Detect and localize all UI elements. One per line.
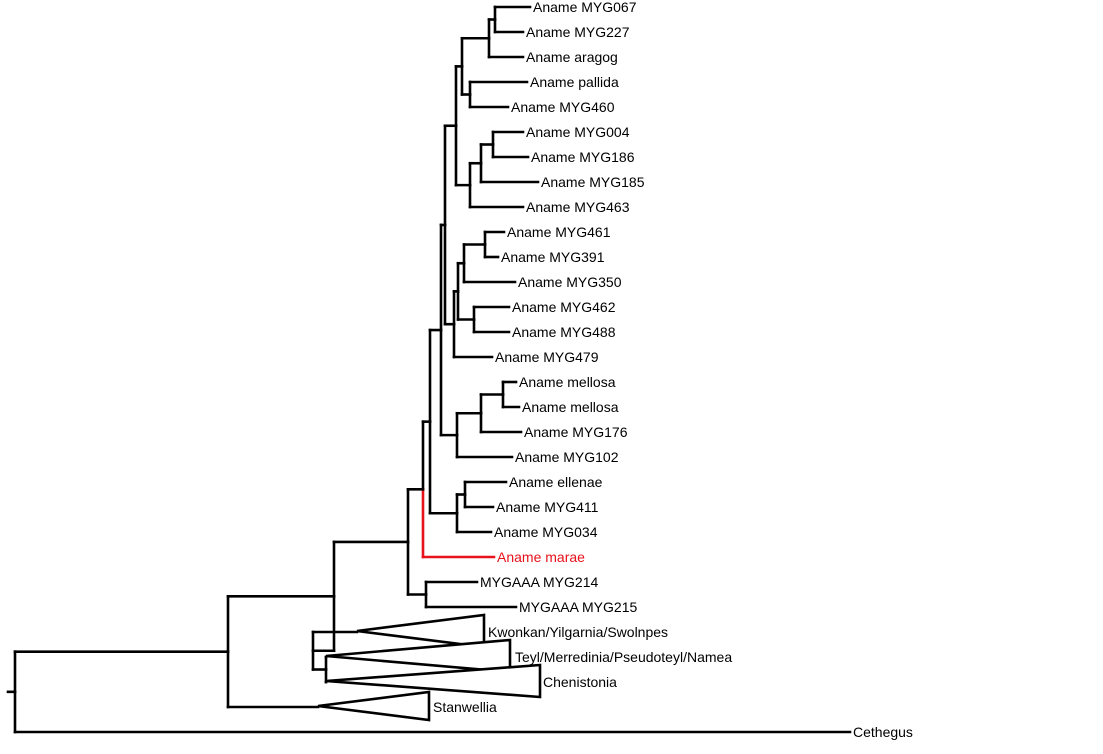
taxon-label-mellosa2: Aname mellosa: [522, 399, 619, 415]
taxon-label-MYG227: Aname MYG227: [526, 24, 630, 40]
taxon-label-teyl: Teyl/Merredinia/Pseudoteyl/Namea: [515, 649, 732, 665]
taxon-label-MYG004: Aname MYG004: [526, 124, 630, 140]
taxon-label-MYG214: MYGAAA MYG214: [480, 574, 598, 590]
taxon-label-MYG460: Aname MYG460: [511, 99, 615, 115]
taxon-label-stanwellia: Stanwellia: [433, 699, 497, 715]
taxon-label-MYG411: Aname MYG411: [496, 499, 599, 515]
taxon-label-MYG215: MYGAAA MYG215: [519, 599, 637, 615]
taxon-label-MYG350: Aname MYG350: [518, 274, 622, 290]
taxon-label-MYG461: Aname MYG461: [507, 224, 611, 240]
taxon-label-ellenae: Aname ellenae: [509, 474, 603, 490]
taxon-label-MYG186: Aname MYG186: [531, 149, 635, 165]
collapsed-clade-kwonkan: [356, 613, 486, 649]
taxon-label-MYG479: Aname MYG479: [495, 349, 599, 365]
taxon-label-mellosa1: Aname mellosa: [519, 374, 616, 390]
taxon-label-MYG463: Aname MYG463: [526, 199, 630, 215]
taxon-label-kwonkan: Kwonkan/Yilgarnia/Swolnpes: [488, 624, 668, 640]
taxon-label-MYG034: Aname MYG034: [494, 524, 598, 540]
taxon-label-pallida: Aname pallida: [530, 74, 619, 90]
taxon-label-chenistonia: Chenistonia: [543, 674, 617, 690]
taxon-label-MYG067: Aname MYG067: [533, 0, 637, 15]
collapsed-clades: [317, 613, 542, 722]
taxon-labels: Aname MYG067 Aname MYG227 Aname aragog Anam…: [433, 0, 913, 740]
taxon-label-MYG391: Aname MYG391: [501, 249, 605, 265]
collapsed-clade-chenistonia: [325, 663, 542, 699]
taxon-label-MYG462: Aname MYG462: [512, 299, 616, 315]
taxon-label-cethegus: Cethegus: [853, 724, 913, 740]
taxon-label-aragog: Aname aragog: [526, 49, 618, 65]
taxon-label-MYG176: Aname MYG176: [524, 424, 628, 440]
tree-branches: [6, 5, 852, 734]
taxon-label-MYG185: Aname MYG185: [541, 174, 645, 190]
collapsed-clade-stanwellia: [317, 690, 431, 722]
taxon-label-marae: Aname marae: [497, 549, 585, 565]
taxon-label-MYG488: Aname MYG488: [512, 324, 616, 340]
taxon-label-MYG102: Aname MYG102: [515, 449, 619, 465]
collapsed-clade-teyl: [325, 638, 512, 674]
